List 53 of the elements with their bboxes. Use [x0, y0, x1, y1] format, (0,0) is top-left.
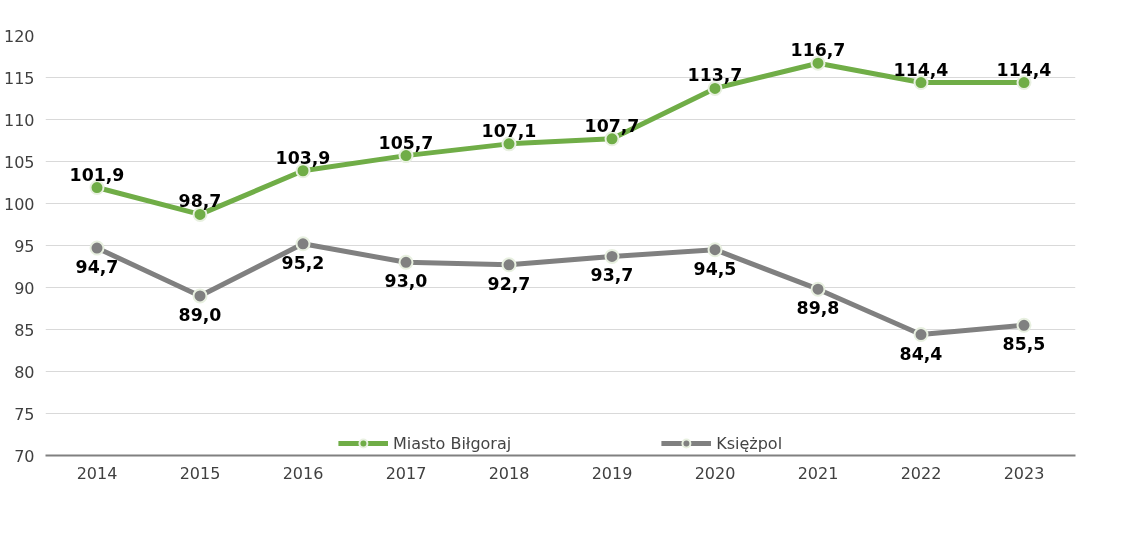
y-tick-label: 100: [3, 194, 35, 214]
data-label: 116,7: [790, 40, 846, 61]
data-label: 89,0: [178, 304, 222, 325]
legend-label: Księżpol: [716, 433, 783, 453]
data-label: 98,7: [178, 191, 222, 212]
y-tick-label: 105: [3, 152, 35, 172]
x-tick-label: 2019: [591, 463, 633, 483]
data-label: 113,7: [687, 65, 743, 86]
data-label: 94,7: [75, 257, 119, 278]
data-label: 105,7: [378, 132, 434, 153]
data-label: 114,4: [996, 59, 1052, 80]
x-tick-label: 2017: [385, 463, 427, 483]
data-label: 93,0: [384, 271, 428, 292]
data-label: 95,2: [281, 252, 325, 273]
y-tick-label: 75: [14, 404, 35, 424]
point: [913, 327, 929, 343]
y-tick-label: 85: [14, 320, 35, 340]
x-tick-label: 2016: [282, 463, 324, 483]
x-tick-label: 2015: [179, 463, 221, 483]
point: [810, 281, 826, 297]
y-tick-label: 80: [14, 362, 35, 382]
data-label: 107,7: [584, 115, 640, 136]
point: [89, 240, 105, 256]
data-label: 89,8: [796, 298, 840, 319]
y-tick-label: 70: [14, 446, 35, 466]
x-tick-label: 2014: [76, 463, 118, 483]
x-tick-label: 2022: [900, 463, 942, 483]
x-tick-label: 2023: [1003, 463, 1045, 483]
x-tick-label: 2018: [488, 463, 530, 483]
y-tick-label: 90: [14, 278, 35, 298]
y-tick-label: 115: [3, 68, 35, 88]
legend-label: Miasto Biłgoraj: [392, 433, 512, 453]
point: [501, 257, 517, 273]
point: [295, 236, 311, 252]
data-label: 85,5: [1002, 334, 1046, 355]
data-label: 101,9: [69, 164, 125, 185]
point: [398, 254, 414, 270]
y-tick-label: 95: [14, 236, 35, 256]
data-label: 103,9: [275, 147, 331, 168]
data-label: 84,4: [899, 343, 943, 364]
point: [192, 288, 208, 304]
point: [604, 248, 620, 264]
data-label: 92,7: [487, 273, 531, 294]
data-label: 94,5: [693, 258, 737, 279]
data-label: 93,7: [590, 265, 634, 286]
data-label: 107,1: [481, 120, 537, 141]
point: [707, 242, 723, 258]
point: [1016, 317, 1032, 333]
data-label: 114,4: [893, 59, 949, 80]
y-tick-label: 120: [3, 26, 35, 46]
x-tick-label: 2020: [694, 463, 736, 483]
y-tick-label: 110: [3, 110, 35, 130]
x-tick-label: 2021: [797, 463, 839, 483]
